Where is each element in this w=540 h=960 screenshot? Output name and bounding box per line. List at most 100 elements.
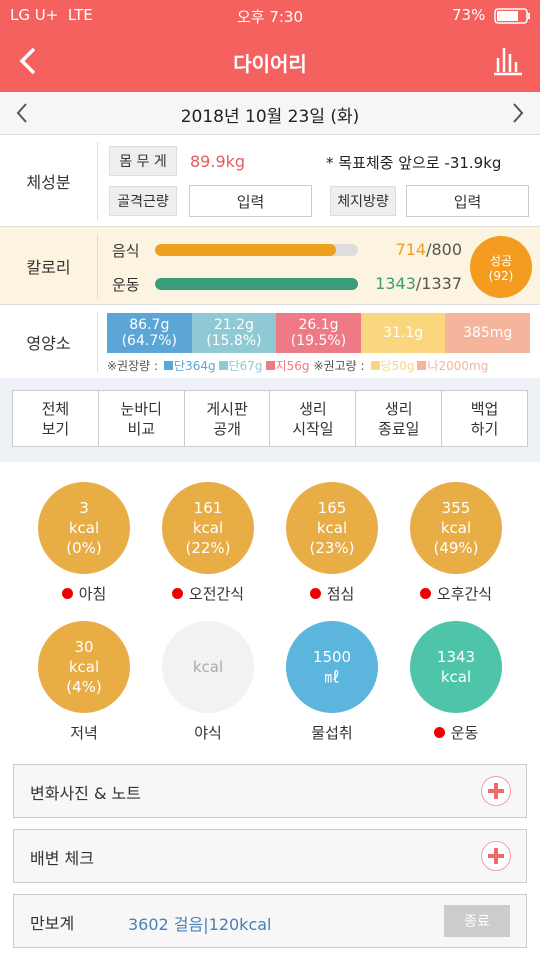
separator: /: [426, 240, 432, 259]
menu-text: 생리: [299, 399, 327, 418]
plus-v: [494, 848, 498, 864]
calorie-label: 운동: [112, 276, 140, 294]
status-dot: [433, 727, 445, 738]
date-nav: [0, 92, 540, 135]
rec-label: ※권고량 :: [313, 359, 365, 373]
meal-circle[interactable]: 30 kcal (4%): [38, 621, 130, 713]
status-dot: [309, 588, 321, 599]
divider: [97, 142, 98, 220]
stop-button[interactable]: 종료: [444, 905, 510, 937]
meal-value: 1500: [312, 648, 352, 666]
menu-text: 공개: [213, 419, 241, 438]
menu-item[interactable]: 눈바디 비교: [97, 391, 184, 446]
menu-item[interactable]: 생리 종료일: [355, 391, 441, 446]
meal-percent: (4%): [66, 678, 102, 696]
legend-swatch: [417, 361, 427, 370]
prev-date[interactable]: [14, 102, 30, 124]
section-label: 영양소: [26, 333, 71, 353]
meal-value: 1343: [436, 648, 476, 666]
pedometer: [13, 894, 527, 948]
meal-label: 오전간식: [146, 583, 270, 604]
nutrient-percent: (64.7%): [121, 333, 177, 349]
nutrient-amount: 26.1g: [298, 317, 339, 333]
fat-input[interactable]: 입력: [406, 185, 529, 217]
section-title: 변화사진 & 노트: [30, 784, 141, 803]
menu-text: 종료일: [378, 419, 420, 438]
status-dot: [171, 588, 183, 599]
legend-text: 지56g: [275, 359, 310, 373]
back-button[interactable]: [16, 46, 40, 76]
body-composition: [0, 135, 540, 227]
meal-label: 저녁: [22, 722, 146, 743]
success-badge: 성공 (92): [470, 236, 532, 298]
meal-circle[interactable]: kcal: [162, 621, 254, 713]
menu: 전체 보기 눈바디 비교 게시판 공개 생리 시작일 생리 종료일 백업 하기: [12, 390, 528, 447]
legend-text: 나2000mg: [427, 359, 489, 373]
meal-name: 오전간식: [188, 585, 245, 603]
meal-name: 야식: [194, 724, 222, 742]
section-label: 칼로리: [26, 258, 71, 277]
menu-text: 보기: [41, 419, 70, 438]
divider: [97, 312, 98, 372]
add-icon: [481, 841, 511, 871]
legend-swatch: [370, 361, 380, 370]
meal-name: 저녁: [70, 724, 98, 742]
pedometer-label: 만보계: [30, 914, 75, 933]
nutrient-amount: 31.1g: [383, 325, 424, 341]
meal-unit: kcal: [316, 519, 348, 537]
meal-circle[interactable]: 1500 ㎖: [286, 621, 378, 713]
nutrient-segment: 385mg: [445, 313, 530, 353]
meal-unit: kcal: [440, 519, 472, 537]
meal-circle[interactable]: 165 kcal (23%): [286, 482, 378, 574]
legend-text: 당50g: [380, 359, 415, 373]
meal-label: 운동: [394, 722, 518, 743]
muscle-input[interactable]: 입력: [189, 185, 312, 217]
meal-unit: kcal: [440, 668, 472, 686]
meal-value: 161: [193, 499, 223, 517]
battery-icon: [494, 8, 530, 24]
calorie-intake: 714: [395, 240, 427, 259]
meal-circle[interactable]: 3 kcal (0%): [38, 482, 130, 574]
legend-swatch: [218, 361, 228, 370]
legend-swatch: [265, 361, 275, 370]
meal-circle[interactable]: 355 kcal (49%): [410, 482, 502, 574]
next-date[interactable]: [510, 102, 526, 124]
menu-item[interactable]: 생리 시작일: [269, 391, 355, 446]
meal-name: 아침: [78, 585, 107, 603]
progress-fill: [155, 278, 358, 290]
meal-unit: kcal: [68, 658, 100, 676]
menu-text: 하기: [470, 419, 499, 438]
battery-text: 73%: [452, 6, 486, 24]
meal-unit: ㎖: [324, 668, 340, 686]
calorie-target: 1337: [421, 274, 462, 293]
meal-unit: kcal: [192, 519, 224, 537]
menu-item[interactable]: 게시판 공개: [183, 391, 270, 446]
meal-percent: (22%): [185, 539, 231, 557]
carrier: LG U+: [10, 6, 59, 24]
section-title: 배변 체크: [30, 849, 94, 868]
network: LTE: [67, 6, 93, 24]
fat-label: 체지방량: [330, 186, 396, 216]
menu-text: 전체: [41, 399, 70, 418]
top-bar: [0, 0, 540, 92]
meal-circle[interactable]: 1343 kcal: [410, 621, 502, 713]
meal-percent: (23%): [309, 539, 355, 557]
calorie-intake: 1343: [375, 274, 416, 293]
rec-label: ※권장량 :: [107, 359, 159, 373]
section-row[interactable]: [13, 764, 527, 818]
meal-circle[interactable]: 161 kcal (22%): [162, 482, 254, 574]
meal-value: 30: [74, 638, 94, 656]
calorie-label: 음식: [112, 242, 140, 260]
calorie-value: 1343/1337: [300, 274, 462, 293]
menu-item[interactable]: 전체 보기: [13, 391, 98, 446]
badge-count: (92): [488, 268, 514, 283]
stats-button[interactable]: [492, 44, 524, 76]
clock: 오후 7:30: [236, 8, 304, 26]
menu-item[interactable]: 백업 하기: [441, 391, 527, 446]
menu-text: 눈바디: [120, 399, 162, 418]
meal-percent: (49%): [433, 539, 479, 557]
meal-name: 점심: [326, 585, 355, 603]
meal-value: 165: [317, 499, 347, 517]
section-row[interactable]: [13, 829, 527, 883]
